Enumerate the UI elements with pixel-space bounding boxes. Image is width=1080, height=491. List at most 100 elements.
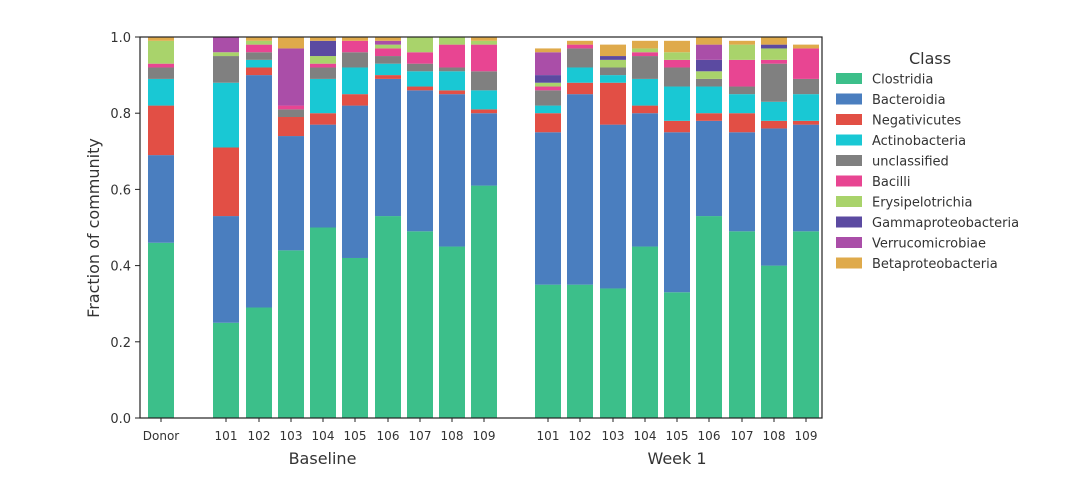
bar-stack [793, 44, 819, 418]
bar-segment [246, 40, 272, 45]
bar-segment [471, 109, 497, 114]
bar-segment [567, 67, 593, 83]
bar-segment [632, 113, 658, 247]
bar-segment [761, 265, 787, 418]
bar-segment [342, 67, 368, 95]
legend-entry: Negativicutes [872, 114, 961, 129]
bar-segment [471, 71, 497, 91]
bar-segment [246, 59, 272, 68]
bar-stack [567, 40, 593, 418]
bar-segment [729, 94, 755, 114]
y-tick-label: 0.2 [110, 336, 131, 351]
bar-segment [535, 86, 561, 91]
bar-segment [632, 78, 658, 106]
bar-stack [439, 37, 465, 418]
legend-swatch [836, 73, 862, 84]
bar-segment [407, 90, 433, 232]
bar-stack [407, 37, 433, 418]
bar-segment [310, 63, 336, 68]
bar-segment [761, 48, 787, 60]
legend-swatch [836, 155, 862, 166]
bar-segment [148, 155, 174, 243]
bar-segment [632, 40, 658, 49]
bar-stack [213, 37, 239, 418]
bar-segment [535, 284, 561, 418]
bar-segment [600, 67, 626, 76]
x-tick-label: 101 [215, 429, 238, 443]
bar-segment [729, 44, 755, 60]
bar-segment [632, 48, 658, 53]
bar-segment [793, 94, 819, 121]
legend-entry: Verrucomicrobiae [872, 237, 986, 252]
x-tick-label: 105 [666, 429, 689, 443]
bar-stack [310, 37, 336, 418]
bar-segment [793, 124, 819, 232]
bar-segment [148, 67, 174, 79]
plot-frame [139, 36, 823, 419]
x-tick-label: 102 [569, 429, 592, 443]
bar-layer [148, 37, 819, 418]
bar-segment [375, 56, 401, 64]
bar-segment [535, 90, 561, 106]
bar-segment [375, 48, 401, 57]
legend-entry: Betaproteobacteria [872, 257, 998, 272]
bar-segment [761, 44, 787, 49]
bar-segment [310, 67, 336, 79]
bar-segment [310, 124, 336, 228]
bar-segment [310, 40, 336, 57]
bar-segment [600, 75, 626, 83]
bar-segment [407, 63, 433, 72]
bar-stack [278, 37, 304, 418]
x-tick-label: 104 [312, 429, 335, 443]
legend-swatch [836, 237, 862, 248]
x-tick-label: Donor [143, 429, 180, 443]
bar-segment [439, 44, 465, 68]
bar-segment [471, 113, 497, 186]
legend-swatch [836, 175, 862, 187]
bar-segment [148, 37, 174, 41]
bar-segment [375, 37, 401, 41]
legend-entry: unclassified [872, 155, 949, 170]
bar-segment [278, 48, 304, 106]
legend-title: Class [909, 49, 951, 68]
bar-segment [696, 78, 722, 87]
bar-segment [696, 44, 722, 60]
bar-segment [278, 136, 304, 251]
x-tick-label: 109 [473, 429, 496, 443]
bar-segment [600, 59, 626, 68]
bar-segment [407, 37, 433, 53]
bar-segment [375, 75, 401, 79]
bar-segment [310, 227, 336, 418]
bar-segment [342, 94, 368, 106]
bar-segment [213, 147, 239, 217]
bar-segment [729, 132, 755, 232]
bar-segment [407, 231, 433, 418]
bar-segment [696, 86, 722, 114]
bar-stack [600, 44, 626, 418]
bar-segment [664, 86, 690, 121]
x-tick-label: 105 [344, 429, 367, 443]
bar-segment [310, 78, 336, 114]
bar-segment [729, 86, 755, 95]
bar-segment [342, 40, 368, 53]
bar-segment [664, 120, 690, 133]
x-tick-label: 102 [248, 429, 271, 443]
bar-segment [632, 56, 658, 79]
legend-entry: Erysipelotrichia [872, 196, 972, 211]
bar-segment [148, 78, 174, 106]
bar-segment [761, 128, 787, 266]
bar-segment [246, 67, 272, 76]
legend-swatch [836, 216, 862, 228]
legend-entry: Bacteroidia [872, 93, 946, 108]
bar-segment [439, 71, 465, 91]
bar-segment [793, 44, 819, 49]
bar-segment [213, 37, 239, 53]
x-axis: Donor 101 102 103 104 105 106 107 108 109 101 102 10… [143, 418, 817, 468]
bar-segment [278, 105, 304, 110]
bar-segment [407, 86, 433, 91]
bar-segment [375, 40, 401, 45]
legend-swatch [836, 93, 862, 105]
bar-segment [567, 44, 593, 49]
bar-segment [761, 63, 787, 102]
bar-segment [213, 216, 239, 323]
